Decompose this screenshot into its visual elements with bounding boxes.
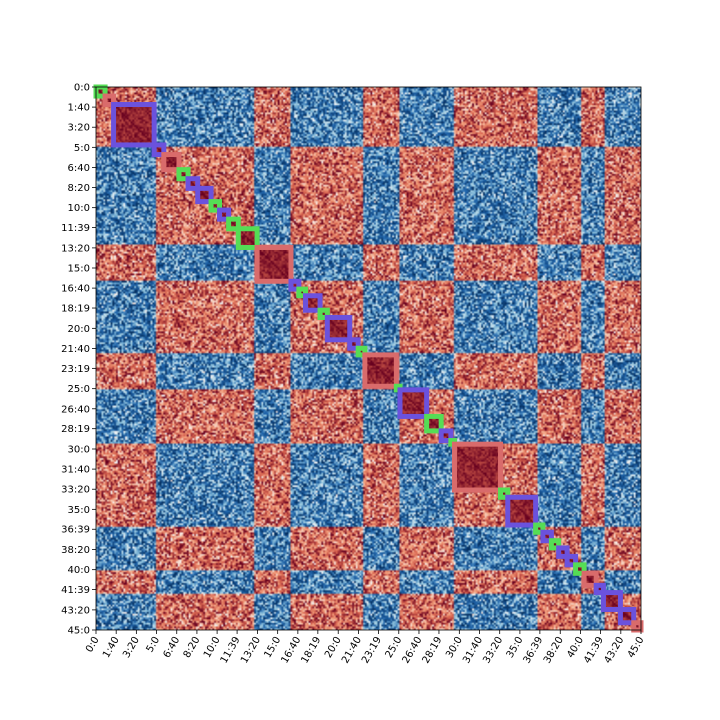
segment-box-27 (498, 487, 511, 500)
segment-box-18 (347, 337, 361, 351)
y-tick-label: 35:0 (68, 505, 90, 516)
segment-box-38 (617, 606, 637, 626)
y-axis-ticks: 0:0 1:40 3:20 5:0 6:40 8:20 10:0 11:39 13:20 15:0… (61, 83, 96, 637)
y-tick-label: 1:40 (68, 103, 90, 114)
segment-box-24 (438, 428, 454, 444)
y-tick-label: 41:39 (61, 585, 90, 596)
segment-box-19 (355, 345, 368, 358)
segment-box-34 (573, 562, 587, 576)
y-tick-label: 21:40 (61, 344, 90, 355)
segment-box-17 (324, 314, 353, 343)
segment-box-36 (593, 582, 606, 596)
y-tick-label: 45:0 (68, 626, 90, 637)
segment-box-20 (362, 352, 399, 389)
segment-box-28 (505, 494, 539, 528)
segment-box-37 (600, 590, 623, 612)
segment-boxes (93, 84, 644, 633)
segment-box-23 (424, 413, 444, 434)
segment-box-12 (254, 244, 294, 284)
y-tick-label: 30:0 (68, 445, 90, 456)
y-tick-label: 25:0 (68, 384, 90, 395)
y-tick-label: 36:39 (61, 525, 90, 536)
segment-box-22 (397, 387, 430, 419)
segment-box-4 (161, 152, 182, 173)
y-tick-label: 20:0 (68, 324, 90, 335)
segment-box-15 (303, 293, 323, 313)
y-tick-label: 18:19 (61, 304, 90, 315)
segment-box-31 (548, 538, 562, 551)
segment-box-3 (151, 142, 167, 158)
segment-box-30 (540, 529, 554, 544)
y-tick-label: 16:40 (61, 284, 90, 295)
segment-box-11 (235, 226, 260, 250)
heatmap-plot-area (93, 84, 644, 633)
y-tick-label: 33:20 (61, 485, 90, 496)
y-tick-label: 11:39 (61, 223, 90, 234)
segment-box-9 (217, 207, 232, 222)
y-tick-label: 8:20 (68, 183, 90, 194)
y-tick-label: 38:20 (61, 545, 90, 556)
segment-box-2 (111, 101, 157, 148)
segment-box-10 (226, 216, 241, 232)
segment-box-13 (288, 278, 302, 292)
segment-box-8 (208, 199, 223, 213)
y-tick-label: 6:40 (68, 163, 90, 174)
y-tick-label: 10:0 (68, 203, 90, 214)
segment-box-16 (317, 307, 330, 320)
y-tick-label: 13:20 (61, 243, 90, 254)
segment-box-5 (176, 167, 191, 182)
y-tick-label: 43:20 (61, 605, 90, 616)
segment-box-7 (195, 185, 214, 205)
y-tick-label: 5:0 (74, 143, 90, 154)
y-tick-label: 28:19 (61, 424, 90, 435)
y-tick-label: 15:0 (68, 264, 90, 275)
segment-box-1 (102, 93, 117, 107)
segment-box-6 (185, 176, 201, 191)
segment-box-14 (296, 286, 309, 299)
segment-box-32 (556, 545, 570, 559)
y-tick-label: 26:40 (61, 404, 90, 415)
segment-box-35 (581, 570, 599, 588)
y-tick-label: 31:40 (61, 465, 90, 476)
y-tick-label: 40:0 (68, 565, 90, 576)
y-tick-label: 23:19 (61, 364, 90, 375)
segment-box-33 (564, 553, 579, 568)
segment-box-26 (451, 441, 504, 493)
y-tick-label: 0:0 (74, 83, 90, 94)
axes-frame (95, 86, 642, 631)
y-tick-label: 3:20 (68, 123, 90, 134)
segment-box-29 (533, 522, 546, 535)
